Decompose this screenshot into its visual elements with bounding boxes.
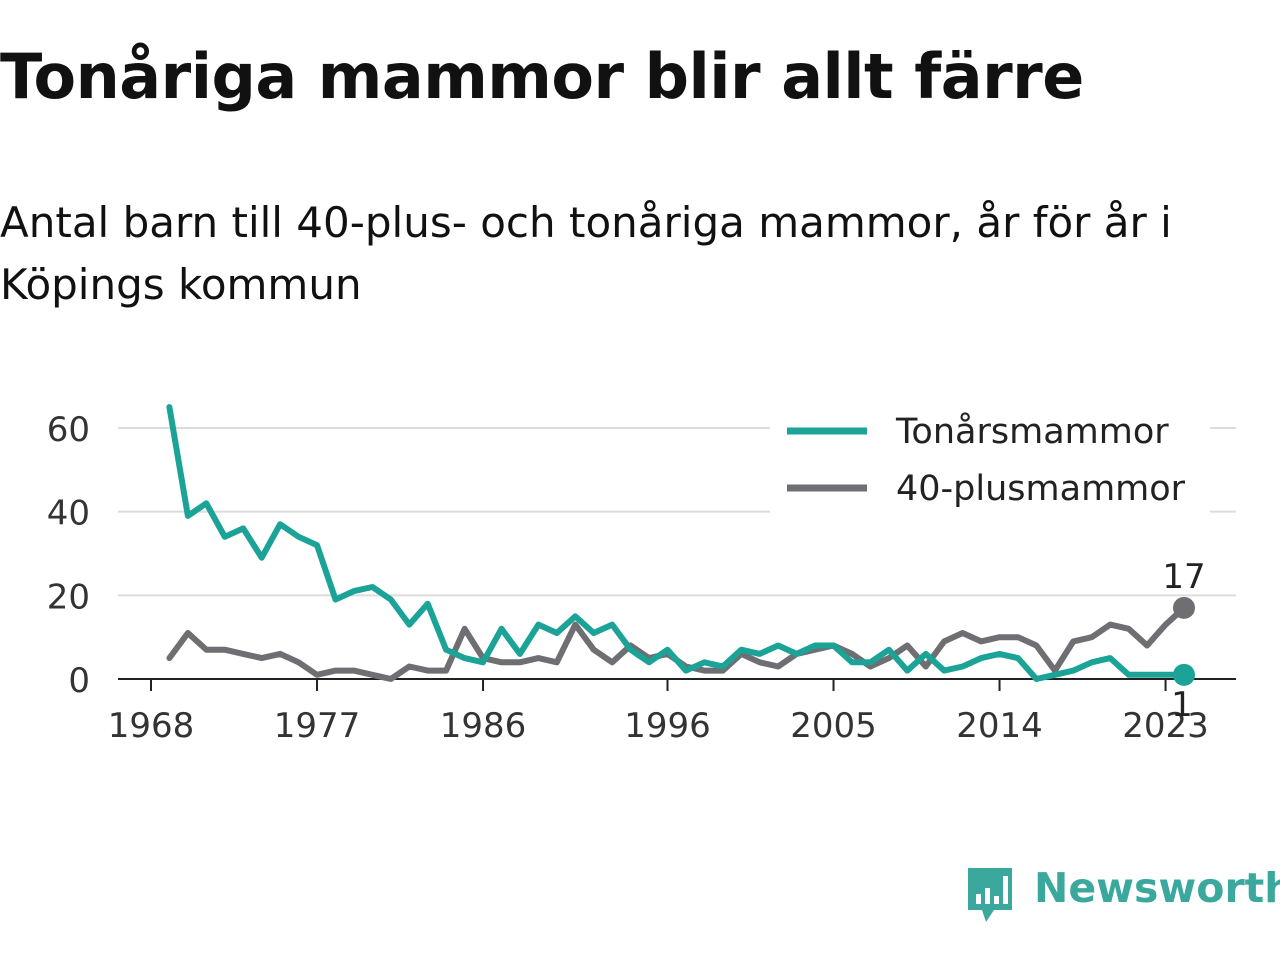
- x-tick-label: 2023: [1122, 706, 1209, 746]
- end-value-label: 1: [1171, 685, 1193, 725]
- chart-subtitle: Antal barn till 40-plus- och tonåriga ma…: [0, 198, 1172, 309]
- y-axis: 0 20 40 60: [47, 410, 90, 701]
- legend-label: Tonårsmammor: [895, 411, 1169, 452]
- x-axis: 1968 1977 1986 1996 2005 2014 2023: [108, 678, 1236, 746]
- chart-title: Tonåriga mammor blir allt färre: [0, 40, 1084, 113]
- legend-label: 40-plusmammor: [896, 469, 1186, 509]
- y-tick-label: 60: [47, 410, 90, 450]
- brand-name: Newsworthy: [1034, 864, 1280, 912]
- newsworthy-logo-icon: [968, 868, 1012, 922]
- series-layer: 17 1: [166, 404, 1206, 725]
- y-tick-label: 0: [68, 661, 90, 701]
- series-line-40-plusmammor: [166, 604, 1187, 682]
- end-value-label: 17: [1162, 557, 1205, 597]
- x-tick-label: 2005: [790, 706, 877, 746]
- x-tick-label: 1986: [440, 706, 527, 746]
- x-tick-label: 1977: [274, 706, 361, 746]
- x-tick-label: 1968: [108, 706, 195, 746]
- legend[interactable]: Tonårsmammor 40-plusmammor: [770, 402, 1210, 514]
- y-tick-label: 20: [47, 577, 90, 617]
- series-end-marker: [1173, 663, 1195, 686]
- series-line-tonarsmammor: [166, 404, 1187, 682]
- x-tick-label: 1996: [624, 706, 711, 746]
- legend-background: [770, 402, 1210, 514]
- x-tick-label: 2014: [956, 706, 1043, 746]
- series-end-marker: [1173, 596, 1195, 619]
- newsworthy-logo[interactable]: Newsworthy: [964, 864, 1280, 928]
- y-tick-label: 40: [47, 494, 90, 534]
